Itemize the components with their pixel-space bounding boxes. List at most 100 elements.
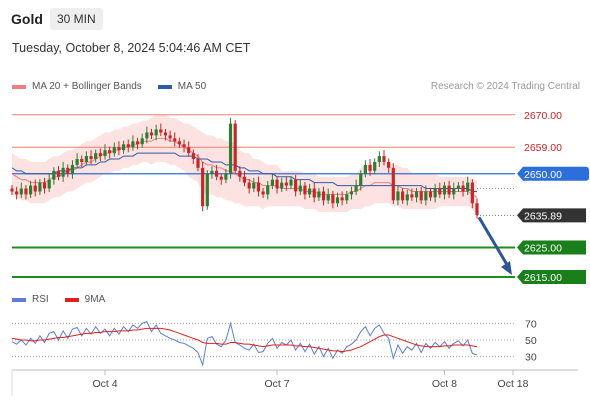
legend-rsi-swatch <box>12 297 26 302</box>
legend-ma20-label: MA 20 + Bollinger Bands <box>32 81 142 92</box>
candle-body-40 <box>196 159 200 168</box>
candle-body-30 <box>149 132 154 136</box>
candle-body-20 <box>103 150 107 157</box>
candle-body-77 <box>368 164 372 171</box>
rsi-line <box>11 321 478 367</box>
candle-body-96 <box>456 185 460 189</box>
candle-body-67 <box>321 191 326 201</box>
candle-body-54 <box>261 191 265 195</box>
candle-body-23 <box>117 147 121 151</box>
candle-body-1 <box>15 191 19 195</box>
rsi-tick-30: 30 <box>525 352 537 364</box>
candle-body-81 <box>387 161 391 168</box>
candle-body-65 <box>312 188 316 198</box>
candle-body-71 <box>340 197 344 201</box>
candle-body-18 <box>94 153 98 160</box>
legend-9ma: 9MA <box>64 294 105 305</box>
candle-body-94 <box>447 185 451 195</box>
candle-body-57 <box>275 179 279 189</box>
candle-body-66 <box>317 191 321 198</box>
candle-body-41 <box>201 167 205 207</box>
candle-body-6 <box>38 182 42 192</box>
candle-body-29 <box>145 132 149 139</box>
candle-body-25 <box>126 144 130 148</box>
candle-body-22 <box>112 147 116 154</box>
candle-body-93 <box>442 185 447 195</box>
current-price-label: 2635.89 <box>524 210 562 222</box>
candle-body-70 <box>335 197 340 204</box>
candle-body-16 <box>84 156 88 162</box>
candle-body-7 <box>42 182 47 189</box>
timeframe-badge[interactable]: 30 MIN <box>50 8 103 30</box>
support-tag-5 <box>517 270 586 285</box>
candle-body-88 <box>419 191 423 201</box>
candle-body-64 <box>308 188 312 195</box>
candle-body-89 <box>424 191 428 201</box>
candle-body-39 <box>191 153 195 160</box>
candle-body-43 <box>210 170 214 174</box>
forecast-arrow-shaft <box>477 216 511 269</box>
ma50-line <box>11 152 477 192</box>
legend-rsi-label: RSI <box>32 294 49 305</box>
resistance-label-0: 2670.00 <box>524 110 562 122</box>
candle-body-86 <box>410 194 414 198</box>
candle-body-19 <box>98 153 102 157</box>
level-labels-layer: 2670.00 2659.00 2650.00 2635.89 2625.00 2615.… <box>517 110 589 285</box>
candle-body-21 <box>108 150 112 154</box>
candle-body-3 <box>24 188 28 195</box>
candle-body-12 <box>66 167 70 174</box>
candle-body-76 <box>363 164 367 174</box>
candle-body-32 <box>159 129 163 133</box>
candle-body-100 <box>475 203 479 216</box>
candle-body-68 <box>326 194 330 201</box>
candle-body-28 <box>140 138 144 145</box>
candle-body-47 <box>228 123 233 174</box>
candle-body-75 <box>359 173 363 186</box>
candle-body-45 <box>219 176 223 180</box>
support-label-5: 2615.00 <box>524 272 562 284</box>
candle-body-46 <box>224 173 228 180</box>
legend-rsi: RSI <box>12 294 49 305</box>
price-legend: MA 20 + Bollinger Bands MA 50 <box>12 81 222 92</box>
legend-ma20: MA 20 + Bollinger Bands <box>12 81 142 92</box>
candle-body-27 <box>135 141 140 145</box>
resistance-label-1: 2659.00 <box>524 142 562 154</box>
legend-ma50-label: MA 50 <box>177 81 207 92</box>
candle-body-48 <box>233 123 237 171</box>
candle-body-10 <box>56 170 61 177</box>
candle-body-63 <box>303 185 307 195</box>
candle-body-78 <box>373 161 377 171</box>
candle-body-79 <box>377 156 381 162</box>
candle-body-9 <box>52 170 56 180</box>
candle-body-87 <box>414 191 419 198</box>
candle-body-8 <box>47 179 51 189</box>
candle-body-72 <box>345 194 349 201</box>
forecast-arrow-layer <box>477 216 512 276</box>
instrument-title: Gold <box>11 11 43 27</box>
candle-body-85 <box>405 194 409 201</box>
candle-body-84 <box>401 191 405 201</box>
candle-body-98 <box>466 182 470 192</box>
support-tag-4 <box>517 240 586 255</box>
candle-body-73 <box>349 191 354 195</box>
candle-body-55 <box>266 185 270 195</box>
candle-body-61 <box>294 179 298 192</box>
time-tick-label-2: Oct 8 <box>432 378 457 390</box>
candle-body-99 <box>470 182 474 204</box>
candle-body-33 <box>163 132 168 136</box>
candle-body-80 <box>382 156 386 162</box>
rsi-legend: RSI 9MA <box>12 294 121 305</box>
candle-body-38 <box>187 147 191 154</box>
report-datetime: Tuesday, October 8, 2024 5:04:46 AM CET <box>12 41 251 55</box>
candle-body-60 <box>289 179 293 186</box>
candle-body-53 <box>256 182 261 192</box>
candle-body-95 <box>452 188 456 195</box>
candle-body-15 <box>80 159 84 162</box>
candle-body-14 <box>75 159 79 165</box>
time-axis: Oct 4 Oct 7 Oct 8 Oct 18 <box>11 369 578 396</box>
candle-body-42 <box>205 173 209 207</box>
candle-body-26 <box>131 141 135 148</box>
current-price-tag <box>517 208 586 223</box>
legend-ma50: MA 50 <box>157 81 207 92</box>
